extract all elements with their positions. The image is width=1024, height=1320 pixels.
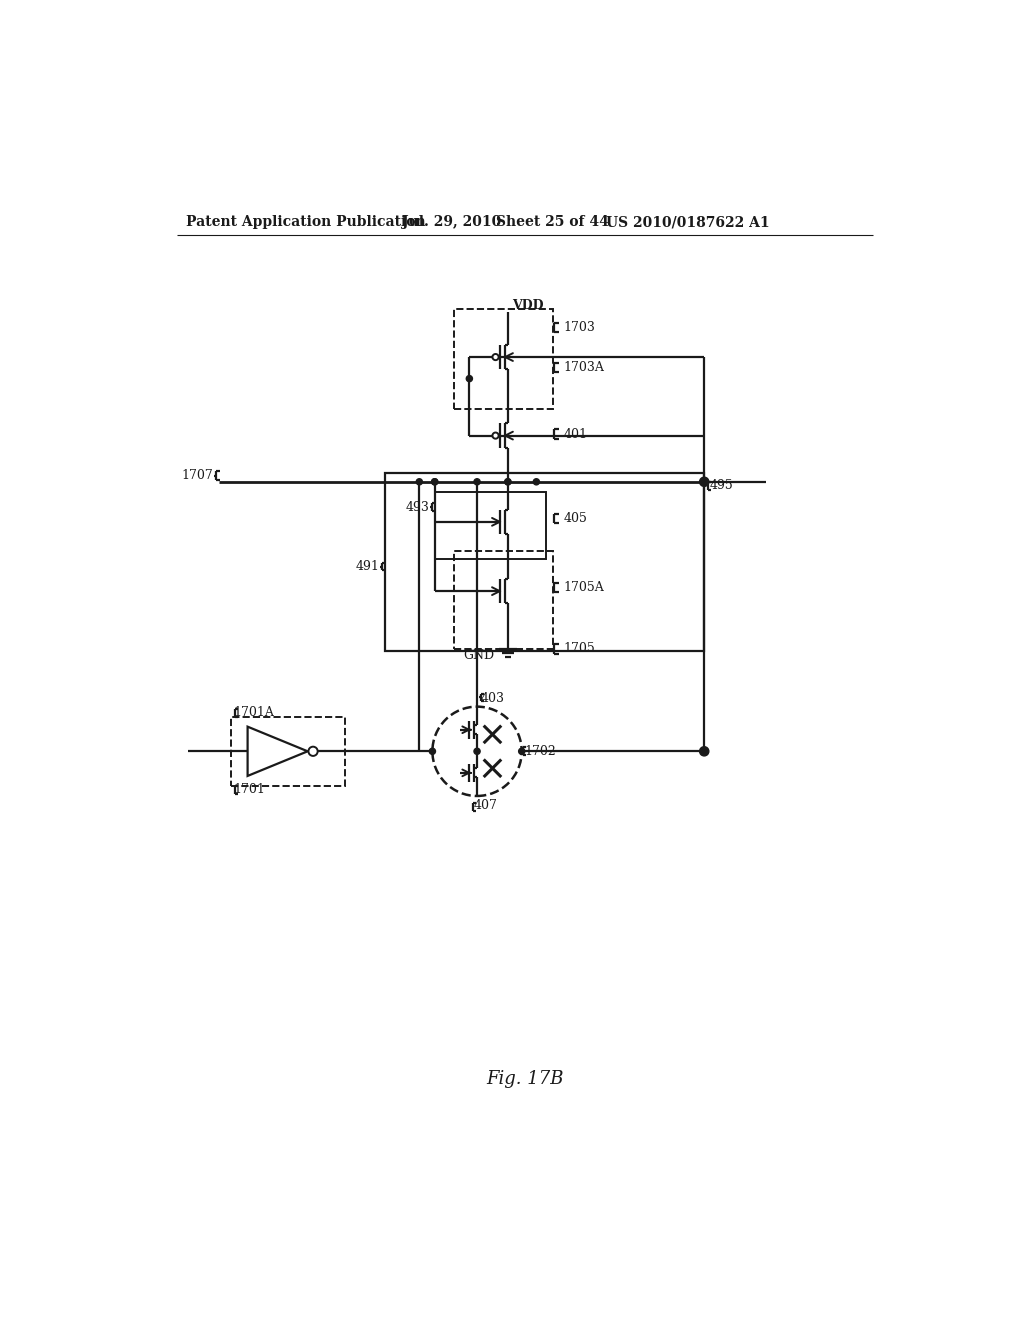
Text: 1703: 1703 bbox=[563, 321, 595, 334]
Text: 401: 401 bbox=[563, 428, 588, 441]
Bar bbox=[454, 552, 553, 649]
Text: 405: 405 bbox=[563, 512, 587, 525]
Text: Sheet 25 of 44: Sheet 25 of 44 bbox=[497, 215, 609, 230]
Circle shape bbox=[474, 748, 480, 755]
Text: 1707: 1707 bbox=[181, 469, 213, 482]
Text: VDD: VDD bbox=[512, 298, 544, 312]
Text: 1702: 1702 bbox=[524, 744, 557, 758]
Text: 495: 495 bbox=[710, 479, 733, 492]
Text: Jul. 29, 2010: Jul. 29, 2010 bbox=[401, 215, 501, 230]
Text: 1701A: 1701A bbox=[233, 706, 274, 719]
Circle shape bbox=[518, 748, 525, 755]
Bar bbox=[435, 492, 547, 558]
Text: 407: 407 bbox=[473, 799, 497, 812]
Bar bbox=[385, 473, 705, 651]
Text: 1705A: 1705A bbox=[563, 581, 604, 594]
Circle shape bbox=[308, 747, 317, 756]
Circle shape bbox=[699, 747, 709, 756]
Bar bbox=[454, 309, 553, 409]
Circle shape bbox=[432, 479, 438, 484]
Circle shape bbox=[474, 479, 480, 484]
Circle shape bbox=[429, 748, 435, 755]
Text: 403: 403 bbox=[481, 693, 505, 705]
Text: 491: 491 bbox=[355, 560, 379, 573]
Circle shape bbox=[699, 478, 709, 487]
Text: Patent Application Publication: Patent Application Publication bbox=[186, 215, 426, 230]
Circle shape bbox=[534, 479, 540, 484]
Circle shape bbox=[505, 479, 511, 484]
Circle shape bbox=[493, 433, 499, 438]
Circle shape bbox=[432, 479, 438, 484]
Circle shape bbox=[416, 479, 422, 484]
Circle shape bbox=[432, 706, 521, 796]
Circle shape bbox=[505, 479, 511, 484]
Text: 1703A: 1703A bbox=[563, 362, 604, 375]
Text: 1705: 1705 bbox=[563, 643, 595, 656]
Text: Fig. 17B: Fig. 17B bbox=[486, 1069, 563, 1088]
Text: 1701: 1701 bbox=[233, 783, 265, 796]
Bar bbox=[230, 717, 345, 785]
Text: GND: GND bbox=[463, 648, 494, 661]
Text: 493: 493 bbox=[406, 500, 429, 513]
Text: US 2010/0187622 A1: US 2010/0187622 A1 bbox=[606, 215, 770, 230]
Circle shape bbox=[493, 354, 499, 360]
Circle shape bbox=[466, 376, 472, 381]
